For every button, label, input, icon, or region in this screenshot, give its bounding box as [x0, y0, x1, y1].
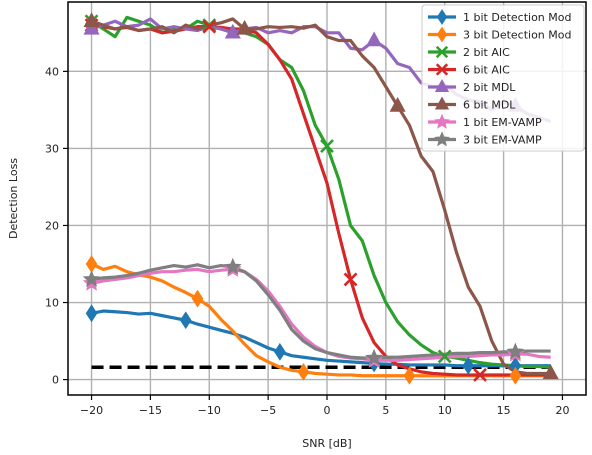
legend-marker-2: [436, 26, 448, 43]
legend-marker-8: [434, 131, 450, 147]
series-point-8: [365, 348, 383, 366]
series-point-8: [506, 342, 525, 360]
y-tick-label: 0: [52, 374, 59, 387]
series-point-2: [191, 289, 204, 308]
series-line-8: [91, 263, 551, 360]
x-tick-label: 5: [382, 404, 389, 417]
x-tick-label: −5: [260, 404, 276, 417]
series-point-1: [462, 356, 475, 375]
series-point-1: [85, 304, 98, 323]
series-point-5: [83, 19, 100, 35]
y-axis-ticks: 0 10 20 30 40: [45, 65, 68, 387]
legend-label-3: 2 bit AIC: [463, 46, 510, 59]
legend-label-2: 3 bit Detection Mod: [463, 29, 571, 42]
series-point-4: [473, 368, 487, 382]
y-tick-label: 10: [45, 297, 59, 310]
series-point-3: [437, 349, 452, 364]
x-tick-label: −10: [198, 404, 221, 417]
series-point-1: [274, 342, 286, 361]
series-point-3: [320, 139, 334, 154]
series-point-2: [297, 362, 310, 381]
legend-marker-1: [436, 9, 448, 25]
legend-label-7: 1 bit EM-VAMP: [463, 116, 542, 129]
series-point-4: [343, 272, 358, 287]
legend-label-6: 6 bit MDL: [463, 99, 516, 112]
series-point-6: [542, 364, 559, 380]
y-tick-label: 30: [45, 142, 59, 155]
legend-label-1: 1 bit Detection Mod: [463, 11, 571, 24]
series-line-6: [91, 17, 551, 376]
series-point-2: [403, 366, 416, 385]
series-markers: [82, 12, 559, 385]
x-tick-label: −20: [80, 404, 103, 417]
series-line-4: [91, 23, 551, 377]
series-point-6: [83, 12, 100, 27]
legend-marker-6: [434, 96, 450, 110]
series-point-6: [389, 96, 406, 112]
series-line-1: [91, 309, 551, 368]
y-axis-label: Detection Loss: [7, 158, 20, 239]
y-tick-label: 20: [45, 219, 59, 232]
legend-label-8: 3 bit EM-VAMP: [463, 134, 542, 147]
x-axis-label: SNR [dB]: [302, 437, 351, 450]
series-point-2: [509, 366, 522, 385]
x-axis-ticks: −20 −15 −10 −5 0 5 10 15 20: [80, 395, 569, 417]
legend-box: [421, 4, 585, 152]
x-tick-label: −15: [139, 404, 162, 417]
x-tick-label: 10: [438, 404, 452, 417]
series-point-6: [236, 19, 253, 35]
legend-marker-4: [435, 63, 449, 76]
series-point-8: [223, 257, 242, 275]
series-point-5: [366, 31, 383, 47]
series-point-4: [202, 19, 217, 34]
legend-label-5: 2 bit MDL: [463, 81, 516, 94]
series-point-5: [224, 23, 241, 39]
series-point-1: [179, 311, 192, 330]
legend-marker-3: [435, 45, 449, 59]
x-tick-label: 15: [497, 404, 511, 417]
legend-label-4: 6 bit AIC: [463, 64, 510, 77]
x-tick-label: 0: [324, 404, 331, 417]
legend-marker-5: [434, 78, 450, 93]
x-tick-label: 20: [555, 404, 569, 417]
series-lines: [90, 15, 552, 378]
series-point-2: [85, 255, 98, 273]
legend-marker-7: [434, 113, 450, 129]
series-point-8: [82, 270, 101, 287]
y-tick-label: 40: [45, 65, 59, 78]
legend: 1 bit Detection Mod 3 bit Detection Mod 2 …: [421, 4, 585, 152]
